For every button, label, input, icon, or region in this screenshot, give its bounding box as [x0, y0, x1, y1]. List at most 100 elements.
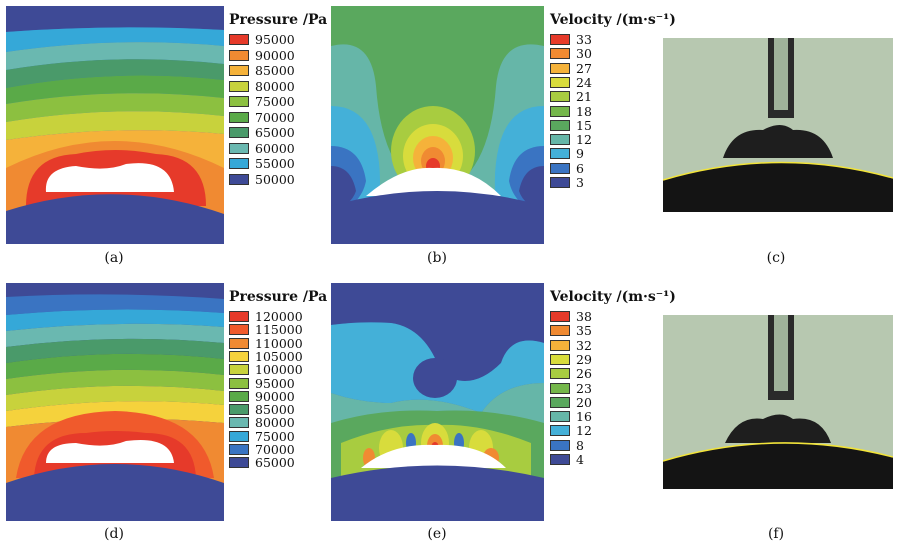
- velocity-contour-b-plot: [331, 6, 544, 244]
- legend-level-label: 90000: [255, 47, 295, 63]
- legend-level-label: 32: [576, 337, 592, 353]
- legend-level-label: 85000: [255, 63, 295, 78]
- legend-level-label: 26: [576, 366, 592, 382]
- legend-swatch: [229, 377, 249, 389]
- experiment-photo-c-image: [663, 38, 893, 212]
- legend-swatch: [550, 411, 570, 423]
- legend-level-label: 70000: [255, 109, 295, 125]
- legend-level-label: 38: [576, 309, 592, 324]
- legend-level-label: 80000: [255, 415, 295, 431]
- legend-swatch: [229, 324, 249, 336]
- legend-swatch: [229, 350, 249, 362]
- caption-d: (d): [104, 526, 124, 542]
- legend-level-label: 9: [576, 146, 584, 162]
- pressure-contour-d: [6, 283, 224, 521]
- legend-level-label: 18: [576, 103, 592, 119]
- caption-a: (a): [104, 250, 124, 266]
- legend-swatch: [550, 425, 570, 437]
- legend-level-label: 24: [576, 74, 592, 90]
- legend-swatch: [229, 430, 249, 442]
- legend-level-label: 15: [576, 117, 592, 133]
- legend-level-label: 55000: [255, 156, 295, 171]
- legend-swatch: [550, 396, 570, 408]
- legend-level-label: 4: [576, 452, 584, 467]
- legend-level-label: 12: [576, 132, 592, 148]
- legend-swatch: [550, 339, 570, 351]
- velocity-contour-e-plot: [331, 283, 544, 521]
- legend-level-label: 21: [576, 89, 592, 105]
- legend-swatch: [550, 325, 570, 337]
- legend-swatch: [550, 382, 570, 394]
- legend-level-label: 50000: [255, 171, 295, 187]
- legend-level-label: 27: [576, 60, 592, 76]
- legend-swatch: [229, 390, 249, 402]
- legend-swatch: [550, 439, 570, 451]
- legend-swatch: [550, 105, 570, 117]
- legend-swatch: [229, 158, 249, 169]
- experiment-photo-f: [663, 315, 893, 489]
- caption-b: (b): [427, 250, 447, 266]
- legend-swatch: [550, 148, 570, 160]
- legend-swatch: [229, 173, 249, 185]
- legend-level-label: 6: [576, 160, 584, 176]
- legend-level-label: 16: [576, 409, 592, 425]
- legend-swatch: [229, 417, 249, 429]
- velocity-contour-e: [331, 283, 544, 521]
- legend-swatch: [229, 65, 249, 76]
- legend-swatch: [229, 457, 249, 469]
- legend-swatch: [550, 162, 570, 174]
- legend-level-label: 60000: [255, 140, 295, 156]
- legend-level-label: 75000: [255, 428, 295, 444]
- legend-level-label: 20: [576, 394, 592, 410]
- experiment-photo-f-image: [663, 315, 893, 489]
- legend-level-label: 100000: [255, 362, 303, 378]
- legend-level-label: 70000: [255, 442, 295, 457]
- legend-level-label: 3: [576, 175, 584, 190]
- legend-swatch: [550, 454, 570, 465]
- legend-swatch: [229, 111, 249, 123]
- legend-level-label: 65000: [255, 455, 295, 471]
- legend-swatch: [550, 48, 570, 60]
- legend-title: Pressure /Pa: [229, 12, 328, 28]
- legend-level-label: 120000: [255, 309, 303, 324]
- legend-level-label: 75000: [255, 94, 295, 109]
- caption-c: (c): [766, 250, 786, 266]
- legend-level-label: 65000: [255, 125, 295, 140]
- legend-swatch: [550, 177, 570, 188]
- legend-swatch: [550, 34, 570, 45]
- legend-swatch: [229, 444, 249, 455]
- legend-title: Velocity /(m·s⁻¹): [550, 12, 676, 28]
- legend-swatch: [229, 311, 249, 322]
- legend-swatch: [229, 404, 249, 416]
- legend-swatch: [550, 91, 570, 103]
- legend-level-label: 23: [576, 380, 592, 396]
- experiment-photo-c: [663, 38, 893, 212]
- legend-swatch: [229, 80, 249, 92]
- pressure-contour-d-plot: [6, 283, 224, 521]
- caption-f: (f): [767, 526, 785, 542]
- legend-level-label: 8: [576, 437, 584, 453]
- legend-level-label: 105000: [255, 348, 303, 364]
- legend-swatch: [229, 337, 249, 349]
- legend-swatch: [229, 49, 249, 61]
- legend-level-label: 95000: [255, 375, 295, 391]
- velocity-contour-b: [331, 6, 544, 244]
- legend-level-label: 12: [576, 423, 592, 439]
- legend-title: Pressure /Pa: [229, 289, 328, 305]
- legend-swatch: [229, 364, 249, 376]
- legend-swatch: [229, 34, 249, 45]
- legend-level-label: 95000: [255, 32, 295, 47]
- legend-title: Velocity /(m·s⁻¹): [550, 289, 676, 305]
- legend-level-label: 90000: [255, 388, 295, 404]
- pressure-contour-a: [6, 6, 224, 244]
- caption-e: (e): [427, 526, 447, 542]
- legend-swatch: [550, 311, 570, 322]
- legend-swatch: [550, 62, 570, 74]
- legend-level-label: 80000: [255, 78, 295, 94]
- legend-swatch: [229, 96, 249, 107]
- legend-level-label: 115000: [255, 322, 303, 338]
- legend-swatch: [229, 142, 249, 154]
- legend-swatch: [550, 353, 570, 365]
- legend-level-label: 30: [576, 46, 592, 62]
- legend-swatch: [550, 76, 570, 88]
